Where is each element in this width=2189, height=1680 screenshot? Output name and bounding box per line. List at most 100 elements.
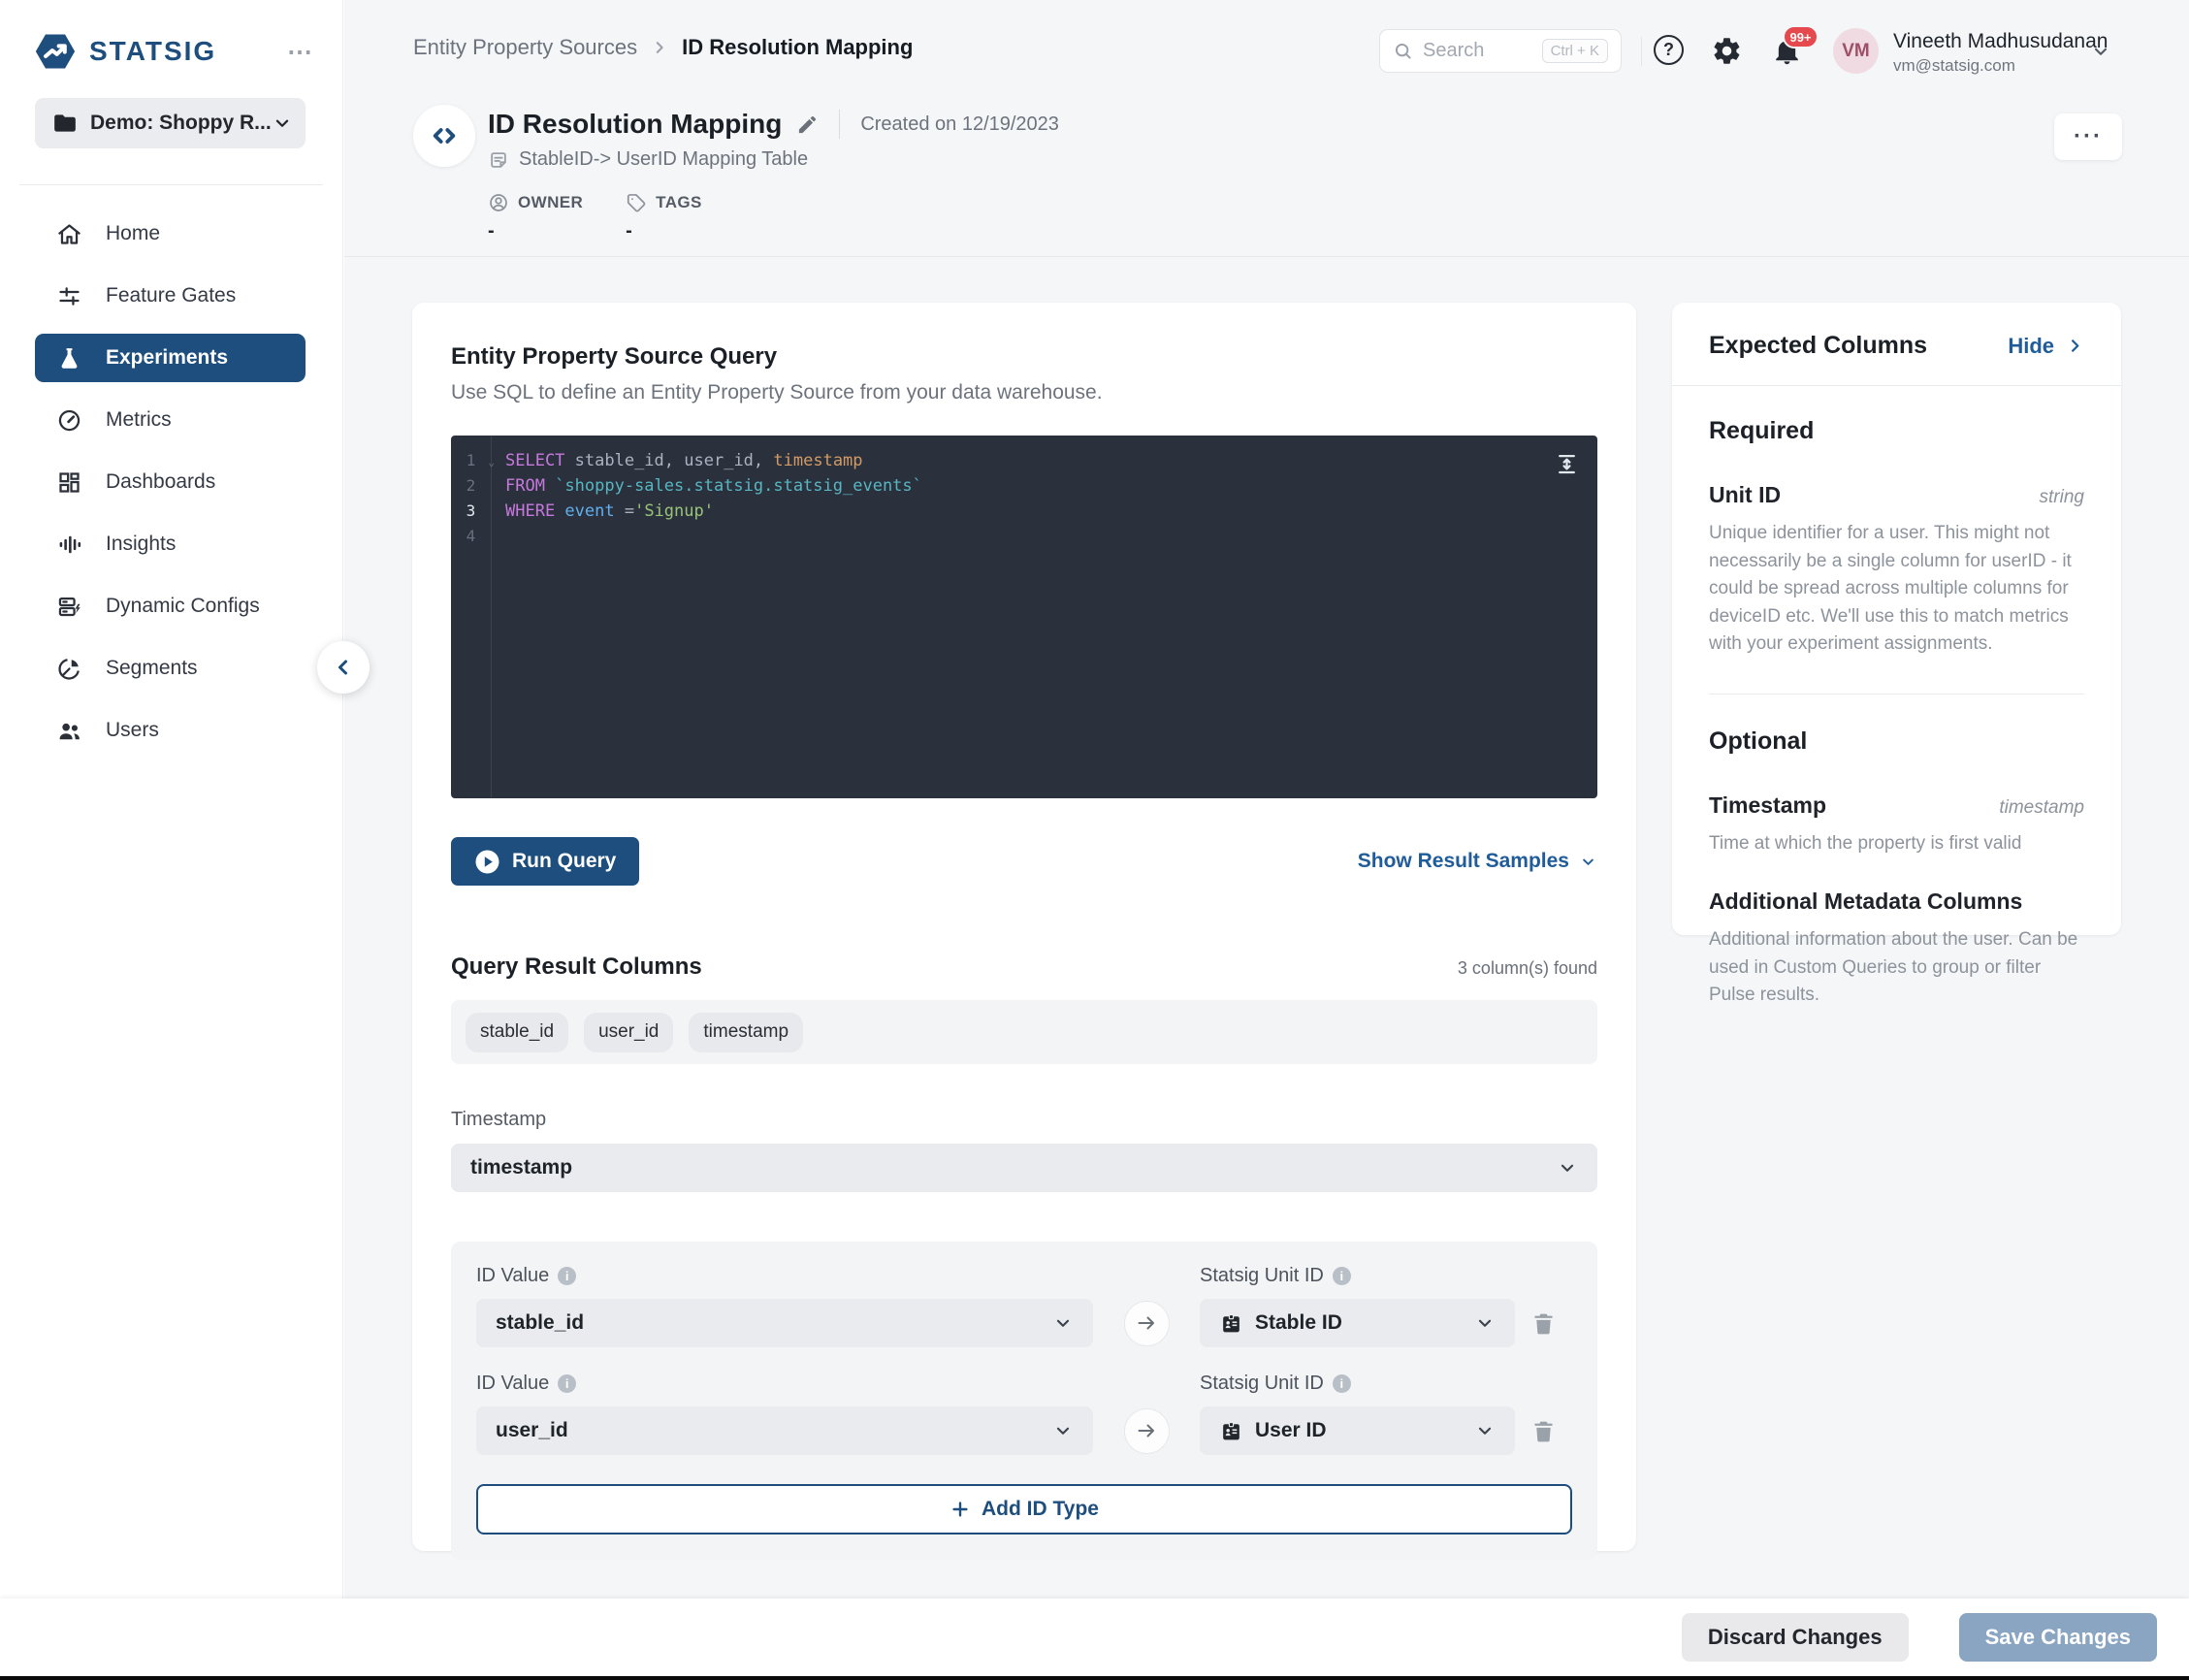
- id-mapping-panel: ID Value i stable_id: [451, 1242, 1597, 1560]
- notifications-button[interactable]: 99+: [1771, 25, 1819, 68]
- user-name: Vineeth Madhusudanan: [1893, 30, 2109, 52]
- statsig-unit-id-label: Statsig Unit ID: [1200, 1373, 1324, 1394]
- avatar[interactable]: VM: [1833, 28, 1879, 74]
- entity-subtitle: StableID-> UserID Mapping Table: [519, 148, 809, 170]
- editor-gutter: 1 ⌄ 2 3 4: [451, 436, 495, 798]
- info-icon[interactable]: i: [1332, 1267, 1351, 1285]
- logo-row: STATSIG ⋯: [33, 29, 315, 74]
- expected-column-item: Timestamp timestamp Time at which the pr…: [1709, 792, 2084, 858]
- code-line[interactable]: WHERE event ='Signup': [505, 501, 714, 521]
- editor-line-number: 1 ⌄: [451, 448, 495, 473]
- help-button[interactable]: ?: [1654, 35, 1687, 68]
- statsig-unit-id-select[interactable]: User ID: [1200, 1406, 1515, 1455]
- edit-pencil-icon[interactable]: [796, 113, 819, 136]
- timestamp-select[interactable]: timestamp: [451, 1144, 1597, 1192]
- column-type: string: [2039, 487, 2084, 507]
- collapse-sidebar-button[interactable]: [317, 641, 370, 694]
- user-menu[interactable]: Vineeth Madhusudanan vm@statsig.com: [1893, 30, 2108, 76]
- tags-value: -: [626, 220, 632, 242]
- expected-column-item: Unit ID string Unique identifier for a u…: [1709, 482, 2084, 659]
- delete-mapping-button[interactable]: [1515, 1406, 1572, 1455]
- info-icon[interactable]: i: [1332, 1374, 1351, 1393]
- statsig-unit-id-value: Stable ID: [1255, 1311, 1342, 1334]
- code-line[interactable]: SELECT stable_id, user_id, timestamp: [505, 451, 863, 470]
- sidebar-item-experiments[interactable]: Experiments: [35, 334, 306, 382]
- hide-panel-link[interactable]: Hide: [2008, 334, 2084, 359]
- chevron-down-icon: [1474, 1420, 1496, 1441]
- breadcrumb-parent[interactable]: Entity Property Sources: [413, 35, 638, 59]
- add-id-type-label: Add ID Type: [982, 1498, 1099, 1520]
- info-icon[interactable]: i: [558, 1374, 577, 1393]
- metrics-icon: [56, 407, 82, 434]
- sidebar-item-dynamic-configs[interactable]: Dynamic Configs: [35, 582, 306, 630]
- sql-editor[interactable]: 1 ⌄ 2 3 4 SELECT stable_id, user_id, timesta…: [451, 436, 1597, 798]
- note-icon: [488, 149, 509, 171]
- sidebar-item-label: Dashboards: [106, 470, 216, 493]
- id-value: stable_id: [496, 1311, 585, 1334]
- add-id-type-button[interactable]: Add ID Type: [476, 1484, 1572, 1535]
- more-options-button[interactable]: ···: [2054, 113, 2122, 160]
- dynamic-configs-icon: [56, 594, 82, 620]
- page-header-zone: [344, 0, 2189, 257]
- info-icon[interactable]: i: [558, 1267, 577, 1285]
- sidebar-item-insights[interactable]: Insights: [35, 520, 306, 568]
- id-mapping-row: ID Value i stable_id: [476, 1265, 1572, 1347]
- show-result-samples-link[interactable]: Show Result Samples: [1358, 850, 1597, 873]
- query-card: Entity Property Source Query Use SQL to …: [412, 303, 1636, 1560]
- editor-code[interactable]: SELECT stable_id, user_id, timestamp FROM…: [492, 436, 1597, 798]
- id-badge-icon: [1219, 1419, 1243, 1443]
- code-line[interactable]: FROM `shoppy-sales.statsig.statsig_event…: [505, 476, 922, 496]
- created-date: Created on 12/19/2023: [860, 113, 1059, 135]
- statsig-unit-id-select[interactable]: Stable ID: [1200, 1299, 1515, 1347]
- owner-label: OWNER: [518, 193, 584, 211]
- chevron-left-icon: [332, 656, 355, 679]
- editor-line-number: 4: [466, 527, 476, 545]
- id-value-select[interactable]: stable_id: [476, 1299, 1093, 1347]
- entity-icon-circle: [413, 105, 475, 167]
- project-selector[interactable]: Demo: Shoppy R...: [35, 98, 306, 148]
- sidebar-item-label: Metrics: [106, 408, 172, 431]
- sidebar-item-label: Experiments: [106, 346, 229, 369]
- sidebar-item-label: Home: [106, 222, 161, 244]
- column-name: Unit ID: [1709, 482, 1782, 507]
- column-type: timestamp: [1999, 796, 2084, 818]
- trash-icon: [1530, 1418, 1557, 1444]
- delete-mapping-button[interactable]: [1515, 1299, 1572, 1347]
- arrow-right-icon: [1123, 1407, 1170, 1454]
- owner-value: -: [488, 220, 495, 242]
- code-line[interactable]: [505, 524, 1597, 549]
- chevron-down-icon: [1579, 853, 1597, 871]
- screen-edge: [0, 1676, 2189, 1680]
- run-query-label: Run Query: [512, 850, 617, 872]
- search-input[interactable]: [1423, 40, 1532, 62]
- statsig-unit-id-label: Statsig Unit ID: [1200, 1265, 1324, 1286]
- timestamp-select-value: timestamp: [470, 1156, 573, 1179]
- sidebar-item-feature-gates[interactable]: Feature Gates: [35, 272, 306, 320]
- run-query-button[interactable]: Run Query: [451, 837, 640, 886]
- user-chevron-icon[interactable]: [2090, 41, 2111, 62]
- main-content: Entity Property Sources ID Resolution Ma…: [344, 0, 2189, 1599]
- id-value-label: ID Value: [476, 1373, 550, 1394]
- sidebar-item-home[interactable]: Home: [35, 210, 306, 258]
- save-changes-button[interactable]: Save Changes: [1958, 1613, 2157, 1662]
- show-result-samples-label: Show Result Samples: [1357, 850, 1569, 872]
- sidebar-item-metrics[interactable]: Metrics: [35, 396, 306, 444]
- discard-changes-button[interactable]: Discard Changes: [1681, 1613, 1909, 1662]
- sidebar: STATSIG ⋯ Demo: Shoppy R... Home Feature…: [0, 0, 343, 1599]
- id-badge-icon: [1219, 1311, 1243, 1336]
- fit-height-icon[interactable]: [1554, 451, 1580, 477]
- settings-button[interactable]: [1711, 35, 1744, 68]
- dashboards-icon: [56, 469, 82, 496]
- expected-columns-divider: [1672, 385, 2121, 386]
- sidebar-item-segments[interactable]: Segments: [35, 644, 306, 693]
- fold-caret-icon[interactable]: ⌄: [488, 456, 495, 468]
- sidebar-item-label: Users: [106, 719, 159, 741]
- sidebar-item-dashboards[interactable]: Dashboards: [35, 458, 306, 506]
- plus-icon: [950, 1499, 971, 1520]
- id-value-select[interactable]: user_id: [476, 1406, 1093, 1455]
- sidebar-item-users[interactable]: Users: [35, 706, 306, 755]
- result-column-chip: user_id: [584, 1012, 674, 1052]
- chevron-down-icon: [1474, 1312, 1496, 1334]
- search-box[interactable]: Ctrl + K: [1379, 29, 1622, 73]
- sidebar-overflow-icon[interactable]: ⋯: [287, 37, 315, 66]
